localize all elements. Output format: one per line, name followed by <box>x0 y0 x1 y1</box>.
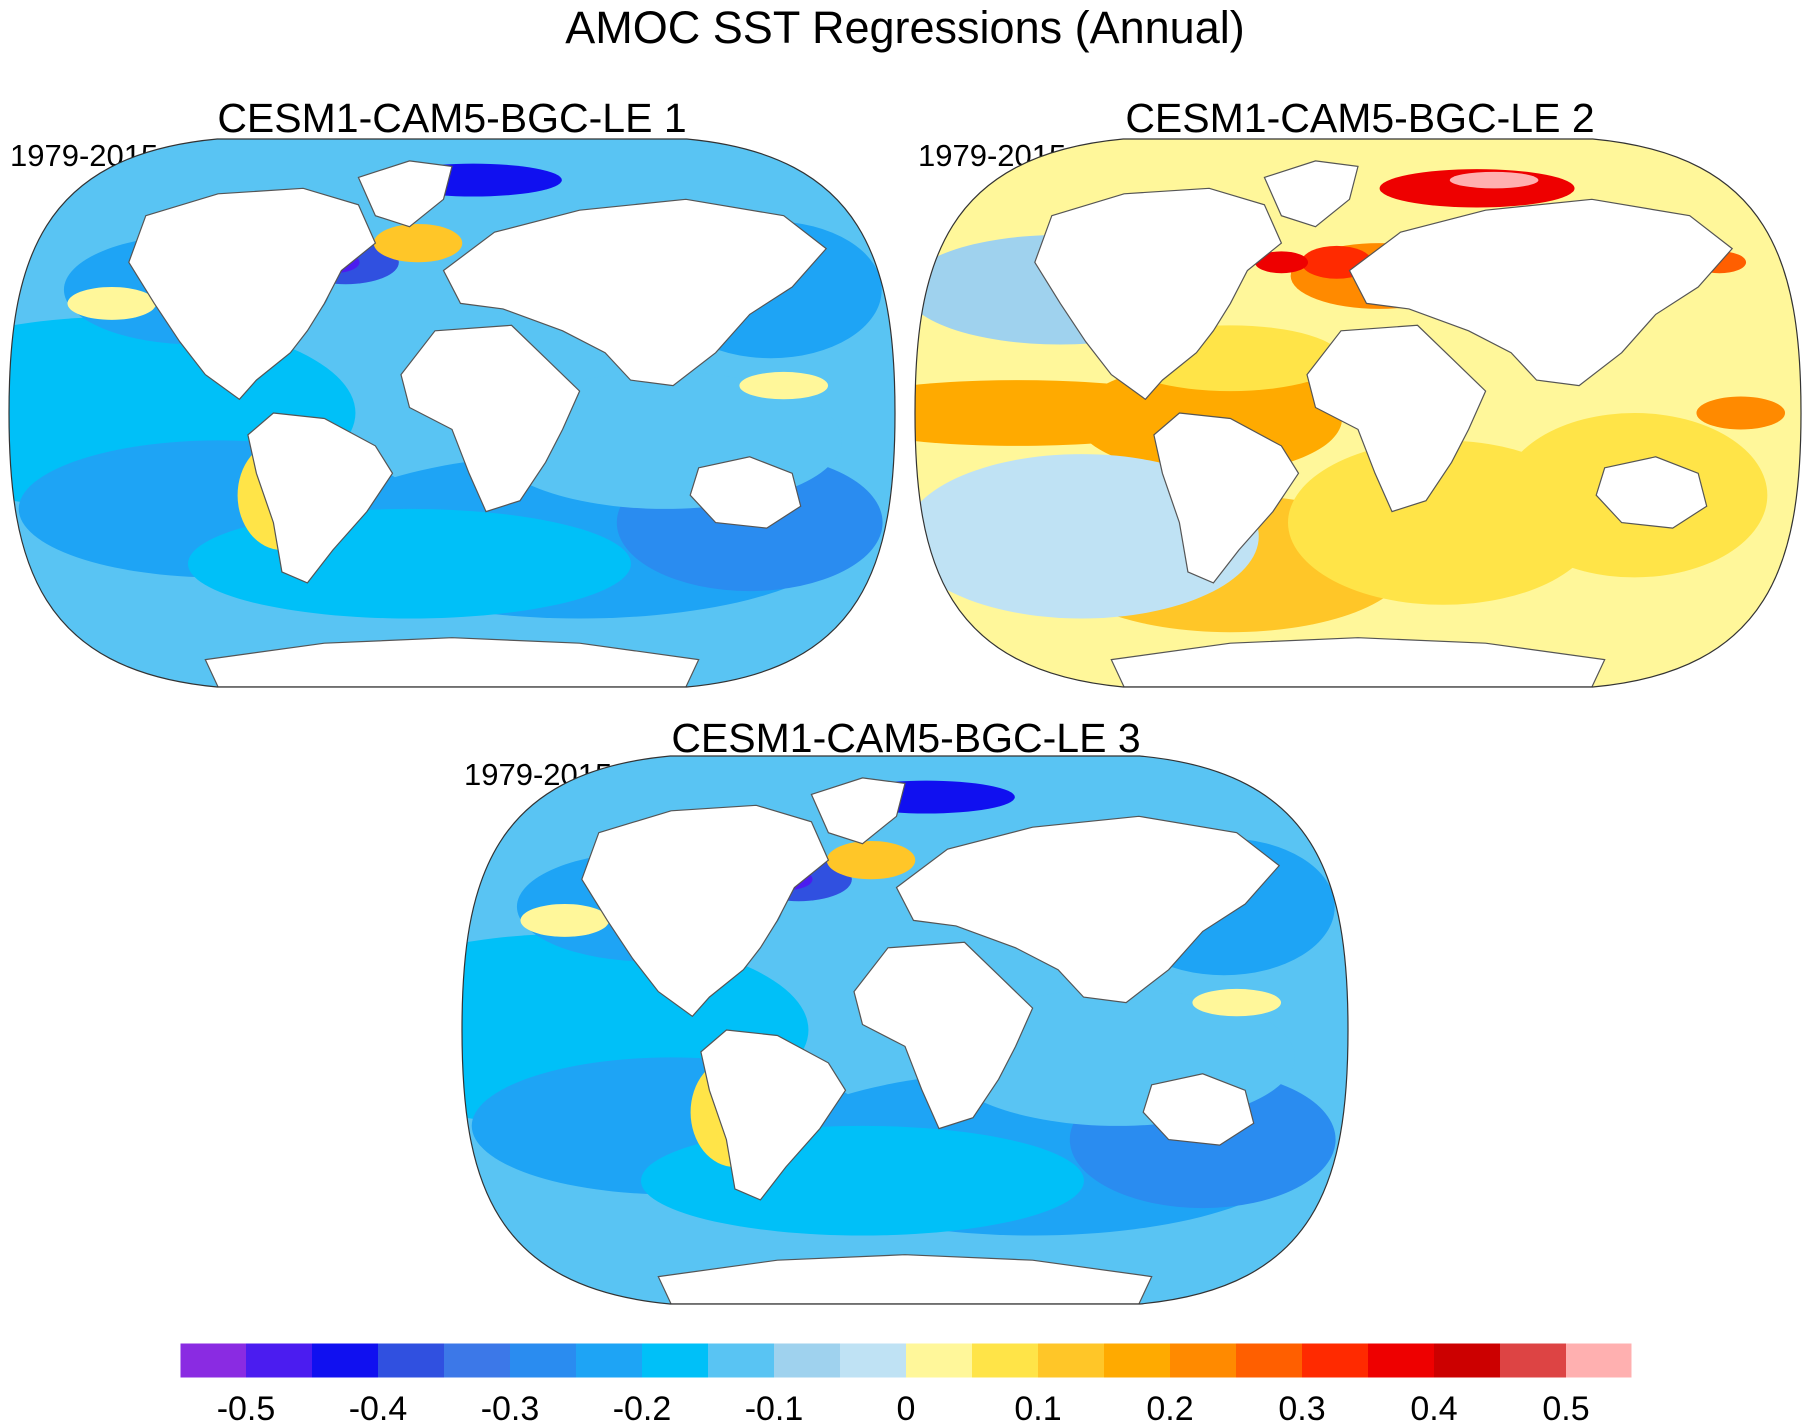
land-greenland <box>1263 160 1359 228</box>
colorbar-swatch <box>1434 1343 1501 1378</box>
land-eurasia <box>895 815 1281 1004</box>
colorbar-tick-label: -0.2 <box>613 1390 672 1423</box>
map-border-3 <box>461 755 1349 1305</box>
colorbar-swatch <box>1170 1343 1237 1378</box>
land-australia <box>1142 1073 1255 1146</box>
colorbar-swatch <box>1104 1343 1171 1378</box>
land-southAmerica <box>700 1029 847 1201</box>
figure-title: AMOC SST Regressions (Annual) <box>565 2 1245 53</box>
colorbar-swatch <box>972 1343 1039 1378</box>
colorbar-swatch <box>246 1343 313 1378</box>
land-northAmerica <box>1034 187 1283 401</box>
colorbar-tick-label: -0.1 <box>745 1390 804 1423</box>
map-panel-1 <box>8 139 895 687</box>
colorbar-swatch <box>312 1343 379 1378</box>
map-panels <box>8 138 1802 1305</box>
colorbar-swatch <box>1302 1343 1369 1378</box>
panel-2-title: CESM1-CAM5-BGC-LE 2 <box>1125 95 1595 141</box>
land-africa <box>400 324 581 513</box>
land-greenland <box>810 777 906 845</box>
colorbar-tick-label: 0.5 <box>1542 1390 1589 1423</box>
map-panel-3 <box>462 756 1348 1304</box>
sst-anomaly-region <box>739 371 829 400</box>
colorbar-swatch <box>576 1343 643 1378</box>
map-border-1 <box>8 138 896 688</box>
sst-anomaly-region <box>520 903 610 937</box>
land-australia <box>1595 456 1708 529</box>
land-southAmerica <box>1153 412 1300 584</box>
colorbar-swatch <box>510 1343 577 1378</box>
sst-anomaly-region <box>1449 171 1539 189</box>
colorbar-tick-label: 0.4 <box>1410 1390 1457 1423</box>
map-border-2 <box>914 138 1802 688</box>
colorbar: -0.5 -0.4 -0.3 -0.2 -0.1 0 0.1 0.2 0.3 0.4 0.5 <box>179 1342 1633 1423</box>
colorbar-frame <box>179 1342 1633 1379</box>
colorbar-tick-label: 0.3 <box>1278 1390 1325 1423</box>
sst-anomaly-region <box>1696 396 1786 430</box>
colorbar-swatch <box>444 1343 511 1378</box>
land-africa <box>853 941 1034 1130</box>
colorbar-swatch <box>840 1343 907 1378</box>
colorbar-tick-label: 0 <box>897 1390 916 1423</box>
land-northAmerica <box>581 804 830 1018</box>
land-antarctica <box>1110 637 1606 687</box>
land-antarctica <box>657 1254 1153 1304</box>
colorbar-swatch <box>1038 1343 1105 1378</box>
colorbar-swatch <box>1236 1343 1303 1378</box>
land-northAmerica <box>128 187 377 401</box>
colorbar-tick-label: -0.5 <box>217 1390 276 1423</box>
colorbar-swatch <box>774 1343 841 1378</box>
sst-anomaly-region <box>373 223 463 263</box>
land-southAmerica <box>247 412 394 584</box>
sst-anomaly-region <box>1254 251 1309 274</box>
colorbar-swatch <box>180 1343 247 1378</box>
colorbar-swatch <box>642 1343 709 1378</box>
land-antarctica <box>204 637 700 687</box>
panel-3-title: CESM1-CAM5-BGC-LE 3 <box>671 715 1141 761</box>
colorbar-tick-label: 0.1 <box>1014 1390 1061 1423</box>
land-eurasia <box>1348 198 1734 387</box>
land-eurasia <box>442 198 828 387</box>
land-australia <box>689 456 802 529</box>
colorbar-swatch <box>1368 1343 1435 1378</box>
colorbar-swatch <box>708 1343 775 1378</box>
map-panel-2 <box>915 139 1801 687</box>
panel-1-title: CESM1-CAM5-BGC-LE 1 <box>217 95 687 141</box>
colorbar-swatch <box>906 1343 973 1378</box>
sst-anomaly-region <box>1192 988 1282 1017</box>
land-greenland <box>357 160 453 228</box>
colorbar-tick-label: -0.3 <box>481 1390 540 1423</box>
sst-anomaly-region <box>67 286 157 320</box>
colorbar-swatch <box>378 1343 445 1378</box>
colorbar-swatch <box>1500 1343 1567 1378</box>
colorbar-tick-label: 0.2 <box>1146 1390 1193 1423</box>
sst-anomaly-region <box>826 840 916 880</box>
colorbar-tick-label: -0.4 <box>349 1390 408 1423</box>
land-africa <box>1306 324 1487 513</box>
colorbar-swatch <box>1566 1343 1633 1378</box>
